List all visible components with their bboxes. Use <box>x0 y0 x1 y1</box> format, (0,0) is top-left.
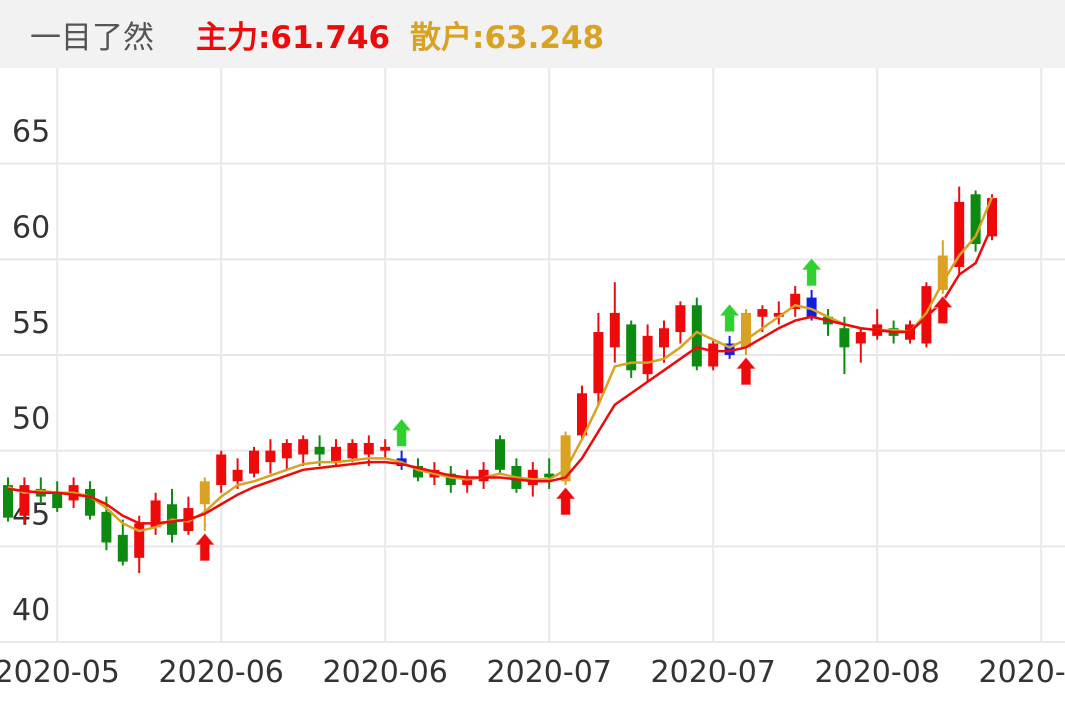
candle-body <box>855 332 866 344</box>
x-tick-label: 2020-07 <box>487 655 612 690</box>
indicator-line <box>7 225 994 525</box>
candle-body <box>839 328 850 348</box>
candle-body <box>413 465 423 478</box>
candle-body <box>150 500 161 528</box>
y-tick-label: 65 <box>12 115 50 150</box>
candle-body <box>527 469 538 486</box>
candle-body <box>3 485 13 518</box>
candle-body <box>970 194 981 245</box>
candle-body <box>691 305 702 367</box>
candle-body <box>593 332 604 394</box>
candle-body <box>232 469 243 482</box>
indicator-line <box>7 196 994 533</box>
candle-body <box>659 328 669 348</box>
candle-body <box>281 443 292 459</box>
y-tick-label: 55 <box>12 306 50 341</box>
candle-body <box>52 492 63 509</box>
buy-signal <box>193 532 216 562</box>
candle-body <box>117 534 128 562</box>
candle-body <box>265 450 276 463</box>
candle-body <box>790 293 801 310</box>
candle-body <box>544 473 555 478</box>
candle-body <box>577 393 587 436</box>
sell-signal <box>390 417 413 448</box>
candle-body <box>806 297 817 317</box>
candle-body <box>937 255 948 290</box>
candle-body <box>987 198 997 237</box>
header-item-label: 主力: <box>196 19 271 56</box>
header-item-value: 63.248 <box>484 19 605 56</box>
candle-body <box>626 324 637 371</box>
candle-body <box>708 343 719 367</box>
candle-body <box>642 335 653 375</box>
candle-body <box>101 511 112 543</box>
candle-body <box>314 446 325 455</box>
buy-signal <box>554 486 577 516</box>
buy-signal <box>931 294 954 325</box>
candle-body <box>757 309 768 317</box>
candle-body <box>445 473 456 486</box>
chart: 40 45 50 55 60 65 2020-05 2020-06 2020-06 2020-07… <box>0 68 1065 690</box>
candle-body <box>462 477 473 486</box>
candle-body <box>609 312 620 348</box>
candle-body <box>380 446 391 451</box>
header-item: 散户:63.248 <box>410 12 604 57</box>
y-tick-label: 50 <box>12 402 50 437</box>
candle-body <box>478 469 489 482</box>
candle-body <box>954 201 965 267</box>
candle-body <box>199 481 210 505</box>
header-item: 主力:61.746 <box>196 12 390 57</box>
candle-body <box>495 439 505 470</box>
header: 一目了然 主力:61.746 散户:63.248 <box>0 0 1065 68</box>
sell-signal <box>718 303 741 333</box>
y-tick-label: 60 <box>12 210 50 245</box>
candle-body <box>724 343 735 355</box>
sell-signal <box>800 257 823 287</box>
candle-body <box>741 312 751 348</box>
y-tick-label: 45 <box>12 497 50 532</box>
x-tick-label: 2020-05 <box>0 655 120 690</box>
candle-body <box>19 485 30 516</box>
x-tick-label: 2020-06 <box>159 655 284 690</box>
candle-body <box>134 523 145 558</box>
candle-body <box>216 454 227 486</box>
x-tick-label: 2020-07 <box>651 655 776 690</box>
candle-body <box>773 312 784 317</box>
candle-body <box>298 439 309 455</box>
y-tick-label: 40 <box>12 593 50 628</box>
candle-body <box>560 435 571 482</box>
header-item-label: 散户: <box>410 19 485 56</box>
header-item-value: 61.746 <box>270 19 391 56</box>
candle-body <box>675 305 686 333</box>
candle-body <box>347 443 358 459</box>
x-tick-label: 2020-08 <box>815 655 940 690</box>
header-title: 一目了然 <box>30 19 154 56</box>
candle-body <box>249 450 259 474</box>
x-tick-label: 2020-06 <box>323 655 448 690</box>
candle-body <box>363 443 374 455</box>
x-tick-label: 2020-08 <box>979 655 1065 690</box>
candle-body <box>331 446 341 463</box>
candle-body <box>85 488 95 516</box>
buy-signal <box>734 356 758 386</box>
